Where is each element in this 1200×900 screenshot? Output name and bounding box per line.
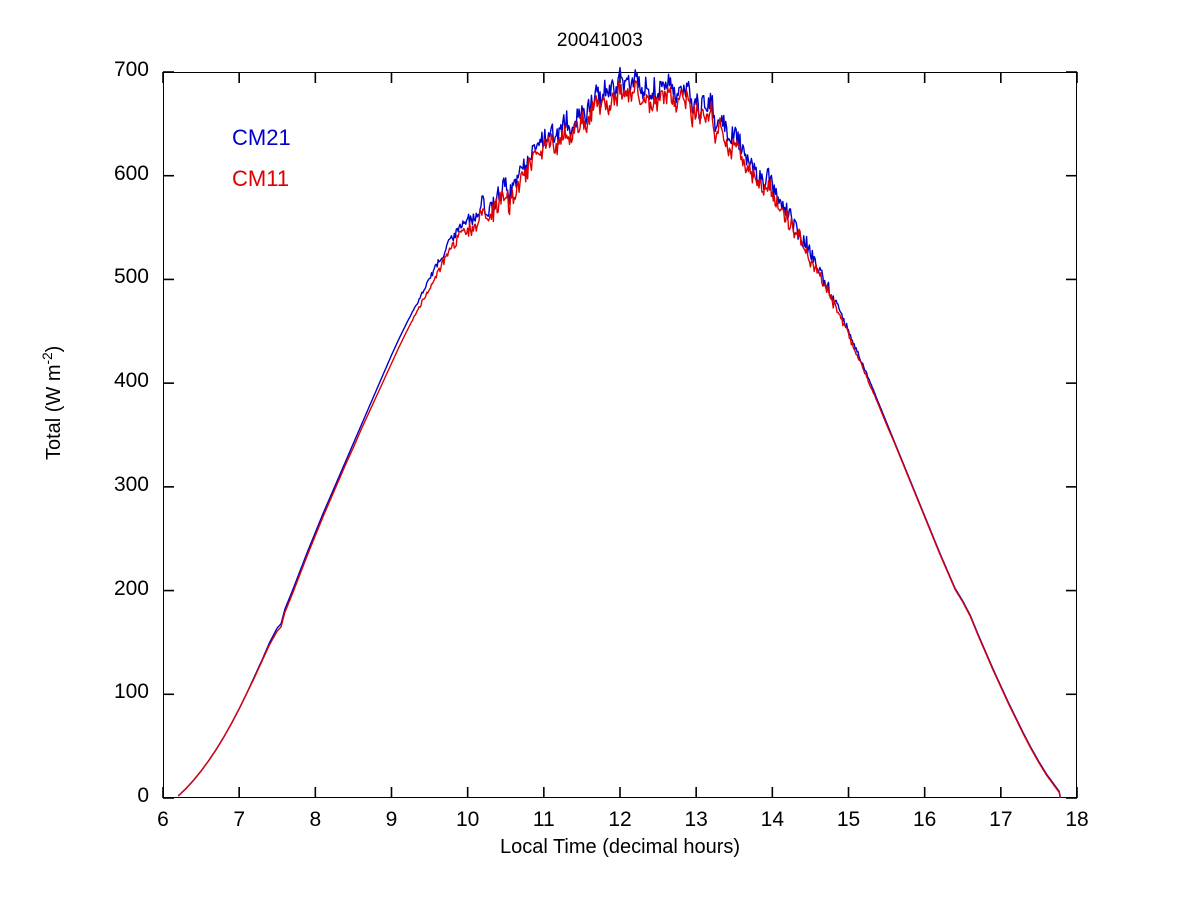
y-axis-label-base: Total (W m <box>42 364 65 460</box>
x-tick-label: 9 <box>385 808 398 831</box>
x-tick-label: 10 <box>455 808 480 831</box>
y-tick-label: 200 <box>113 576 149 600</box>
page-title: 20041003 <box>556 30 644 51</box>
y-tick-label: 300 <box>113 472 149 496</box>
y-tick-label: 100 <box>113 680 149 704</box>
x-tick-label: 18 <box>1065 808 1089 831</box>
x-axis-label: Local Time (decimal hours) <box>499 836 741 858</box>
x-tick-label: 14 <box>760 808 784 831</box>
y-axis-label-exponent: -2 <box>40 352 56 365</box>
y-tick-label: 0 <box>137 784 149 807</box>
y-tick-label: 500 <box>113 265 149 289</box>
y-tick-label: 600 <box>113 161 149 185</box>
x-tick-label: 12 <box>608 808 632 831</box>
x-tick-label: 16 <box>912 808 937 831</box>
plot-area <box>163 72 1077 798</box>
y-axis-label: Total (W m-2) <box>40 303 66 503</box>
y-tick-label: 400 <box>113 369 149 393</box>
x-tick-label: 8 <box>309 808 322 831</box>
x-tick-label: 7 <box>233 808 245 831</box>
x-tick-label: 15 <box>836 808 861 831</box>
x-tick-label: 6 <box>157 808 169 831</box>
x-tick-label: 13 <box>684 808 708 831</box>
y-tick-label: 700 <box>113 58 149 81</box>
legend-item-cm11: CM11 <box>232 166 290 191</box>
y-axis-label-close: ) <box>42 345 65 353</box>
x-tick-label: 17 <box>989 808 1013 831</box>
x-tick-label: 11 <box>532 808 555 831</box>
legend-item-cm21: CM21 <box>232 125 291 150</box>
